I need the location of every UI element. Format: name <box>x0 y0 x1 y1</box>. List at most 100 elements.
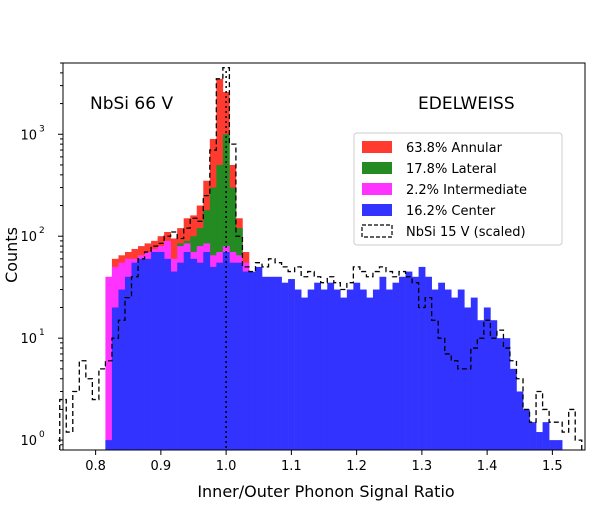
histogram-bar <box>275 276 282 450</box>
histogram-bar <box>451 297 459 450</box>
x-tick-label: 1.5 <box>542 459 563 474</box>
histogram-bar <box>288 279 295 450</box>
x-tick-label: 1.2 <box>346 459 367 474</box>
histogram-bar <box>464 307 472 450</box>
histogram-bar <box>483 307 491 450</box>
legend-swatch <box>362 162 392 174</box>
histogram-bar <box>490 320 498 450</box>
histogram-bar <box>327 282 335 450</box>
legend-swatch <box>362 183 392 195</box>
histogram-bar <box>105 440 113 450</box>
y-tick-label: 10 <box>20 332 37 347</box>
y-tick-exponent: 2 <box>39 226 45 236</box>
legend-label: 16.2% Center <box>406 204 496 219</box>
histogram-bar <box>131 262 139 450</box>
histogram-bar <box>183 252 191 450</box>
legend-item-nbsi-15-v-scaled: NbSi 15 V (scaled) <box>361 224 526 240</box>
histogram-bar <box>235 262 243 450</box>
legend-items: 63.8% Annular 17.8% Lateral 2.2% Intermedi… <box>361 141 527 240</box>
legend-box <box>353 132 563 246</box>
histogram-bar <box>392 282 400 450</box>
histogram-bar <box>111 307 119 450</box>
histogram-bar <box>177 262 185 450</box>
histogram-bar <box>399 276 406 450</box>
series-16-2-center <box>105 252 563 450</box>
legend: 63.8% Annular 17.8% Lateral 2.2% Intermedi… <box>353 132 563 246</box>
histogram-bar <box>320 289 328 450</box>
histogram-bar <box>118 289 126 450</box>
histogram-bar <box>523 409 530 450</box>
histogram-bar <box>157 252 165 450</box>
histogram-bar <box>516 391 524 450</box>
histogram-bar <box>255 266 263 450</box>
histogram-bar <box>314 282 322 450</box>
histogram-bar <box>536 432 543 450</box>
legend-item-16-2-center: 16.2% Center <box>362 204 496 219</box>
histogram-bar <box>457 289 465 450</box>
histogram-bar <box>496 338 504 450</box>
x-axis-ticks: 0.8 0.9 1.0 1.1 1.2 1.3 1.4 1.5 <box>85 450 563 474</box>
histogram-bar <box>359 289 367 450</box>
histogram-bar <box>438 282 446 450</box>
histogram-bar <box>262 276 269 450</box>
y-tick-exponent: 0 <box>39 430 45 440</box>
histogram-bar <box>340 297 348 450</box>
histogram-bar <box>196 262 204 450</box>
histogram-bar <box>529 422 537 450</box>
legend-label: NbSi 15 V (scaled) <box>406 225 526 240</box>
histogram-bar <box>268 276 276 450</box>
histogram-bar <box>366 297 374 450</box>
histogram-bar <box>307 289 315 450</box>
histogram-bar <box>444 289 452 450</box>
annotation-experiment: EDELWEISS <box>418 94 515 114</box>
legend-item-63-8-annular: 63.8% Annular <box>362 141 503 156</box>
histogram-bar <box>333 289 341 450</box>
legend-item-2-2-intermediate: 2.2% Intermediate <box>362 183 527 198</box>
histogram-bar <box>412 276 419 450</box>
legend-label: 63.8% Annular <box>406 141 503 156</box>
histogram-bar <box>294 289 302 450</box>
histogram-bar <box>281 282 289 450</box>
histogram-bar <box>248 271 256 450</box>
series-nbsi-15-v-scaled <box>59 67 583 450</box>
histogram-bar <box>229 262 237 450</box>
annotation-detector: NbSi 66 V <box>90 94 173 114</box>
legend-swatch <box>361 224 393 238</box>
histogram-bar <box>549 440 556 450</box>
y-tick-label: 10 <box>20 128 37 143</box>
histogram-bar <box>503 338 511 450</box>
y-axis-label: Counts <box>2 227 21 283</box>
histogram-bar <box>346 289 354 450</box>
histogram-bar <box>209 266 217 450</box>
y-tick-label: 10 <box>20 230 37 245</box>
x-tick-label: 0.9 <box>151 459 172 474</box>
histogram-bar <box>138 258 145 450</box>
histogram-bar <box>405 271 413 450</box>
histogram-bar <box>418 266 426 450</box>
legend-label: 2.2% Intermediate <box>406 183 527 198</box>
x-axis-label: Inner/Outer Phonon Signal Ratio <box>197 482 454 501</box>
nbsi-15v-outline <box>59 67 583 450</box>
y-tick-exponent: 3 <box>39 124 45 134</box>
histogram-bar <box>105 276 113 450</box>
histogram-bar <box>144 258 152 450</box>
y-tick-exponent: 1 <box>39 328 45 338</box>
histogram-bar <box>164 258 171 450</box>
x-tick-label: 1.1 <box>281 459 302 474</box>
x-tick-label: 0.8 <box>85 459 106 474</box>
plot-frame <box>62 62 586 451</box>
histogram-bars <box>105 78 563 450</box>
histogram-bar <box>124 276 132 450</box>
x-tick-label: 1.3 <box>412 459 433 474</box>
histogram-bar <box>509 368 517 450</box>
histogram-bar <box>379 276 387 450</box>
legend-item-17-8-lateral: 17.8% Lateral <box>362 162 497 177</box>
histogram-bar <box>301 297 308 450</box>
histogram-bar <box>242 271 250 450</box>
legend-label: 17.8% Lateral <box>406 162 497 177</box>
histogram-bar <box>470 297 478 450</box>
x-tick-label: 1.0 <box>216 459 237 474</box>
histogram-bar <box>542 422 550 450</box>
